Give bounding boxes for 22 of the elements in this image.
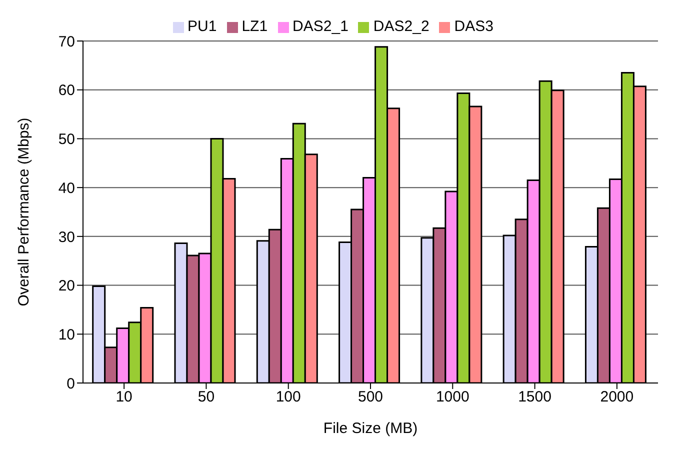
legend-label: LZ1 xyxy=(242,18,268,35)
y-tick-label: 10 xyxy=(58,326,75,344)
legend-label: DAS2_1 xyxy=(292,18,348,35)
legend-label: PU1 xyxy=(188,18,217,35)
x-tick-label: 50 xyxy=(198,388,215,406)
legend-label: DAS2_2 xyxy=(373,18,430,35)
x-tick-label: 100 xyxy=(276,388,301,406)
x-tick-label: 500 xyxy=(358,388,384,406)
x-tick-label: 1000 xyxy=(436,388,470,406)
y-tick-label: 70 xyxy=(58,33,75,50)
x-tick-label: 2000 xyxy=(600,388,634,406)
y-tick-label: 30 xyxy=(58,228,75,246)
y-tick-label: 40 xyxy=(58,180,75,197)
y-tick-label: 50 xyxy=(58,131,75,148)
x-tick-label: 1500 xyxy=(518,388,552,406)
y-tick-label: 0 xyxy=(66,375,75,392)
y-tick-label: 60 xyxy=(58,82,75,100)
legend-label: DAS3 xyxy=(454,18,494,35)
x-tick-label: 10 xyxy=(116,388,132,406)
y-axis-title: Overall Performance (Mbps) xyxy=(15,118,32,306)
x-axis-title: File Size (MB) xyxy=(323,420,418,437)
y-tick-label: 20 xyxy=(58,278,75,295)
